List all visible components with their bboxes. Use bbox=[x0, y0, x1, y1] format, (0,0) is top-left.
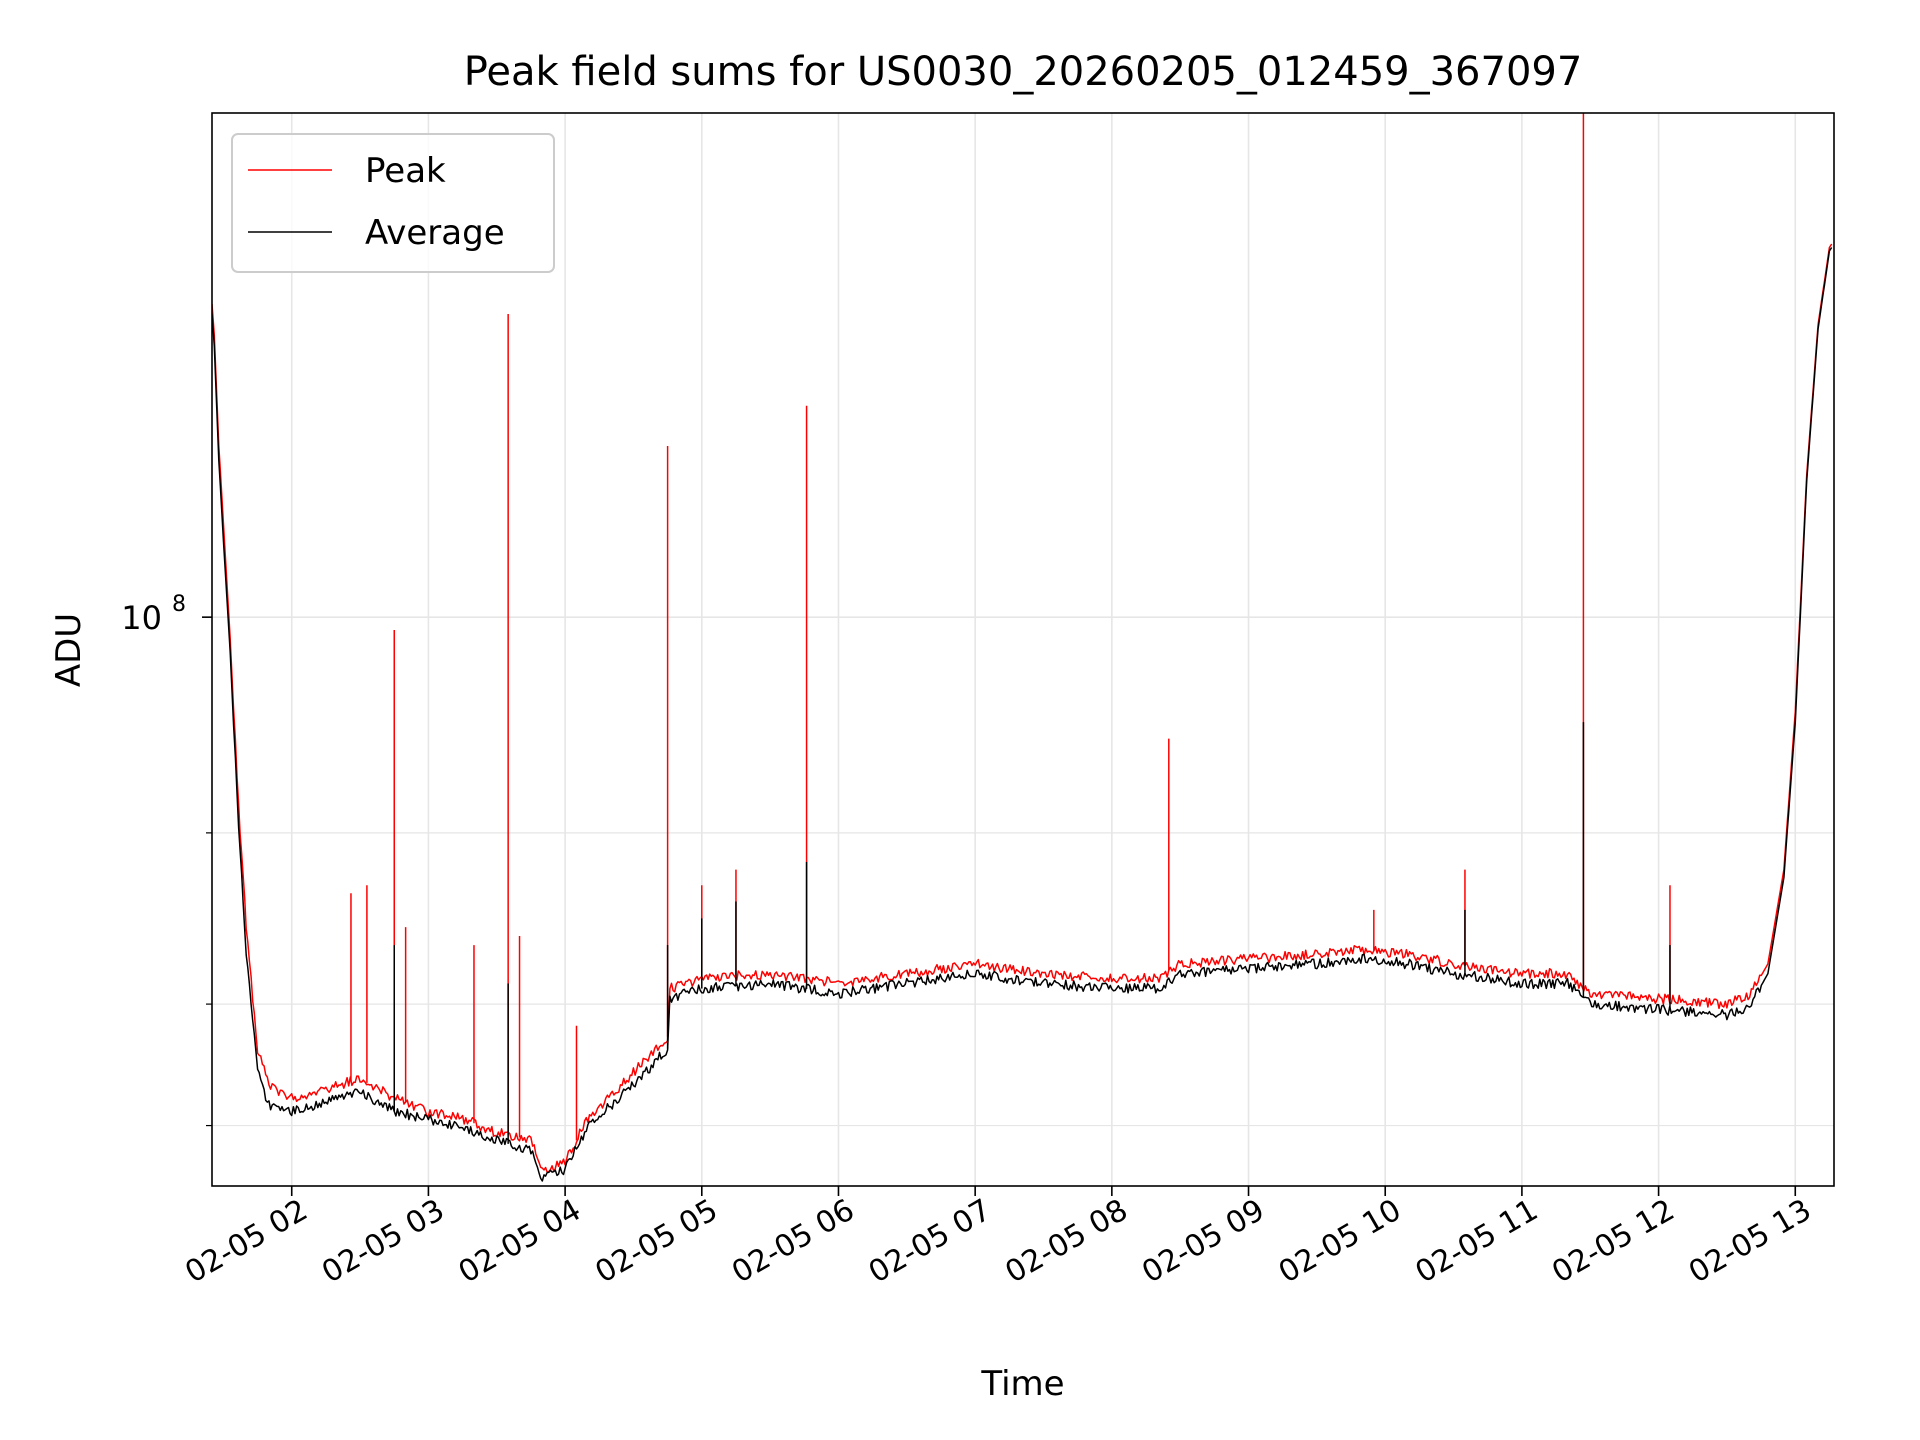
legend-label-peak: Peak bbox=[365, 151, 446, 191]
series-line-peak bbox=[212, 243, 1833, 1174]
y-axis-label: ADU bbox=[49, 613, 89, 687]
legend-label-average: Average bbox=[365, 213, 505, 253]
y-axis: 10 8 bbox=[121, 592, 212, 1127]
series-line-average bbox=[212, 247, 1833, 1182]
legend: Peak Average bbox=[231, 133, 555, 273]
x-axis-label: Time bbox=[980, 1364, 1064, 1404]
plot-area-frame bbox=[211, 112, 1835, 1187]
chart-title: Peak field sums for US0030_20260205_0124… bbox=[464, 49, 1583, 95]
y-tick-label: 10 bbox=[121, 599, 162, 637]
legend-box bbox=[231, 133, 555, 273]
series-layer bbox=[212, 113, 1833, 1182]
y-tick-label-exponent: 8 bbox=[172, 592, 186, 617]
